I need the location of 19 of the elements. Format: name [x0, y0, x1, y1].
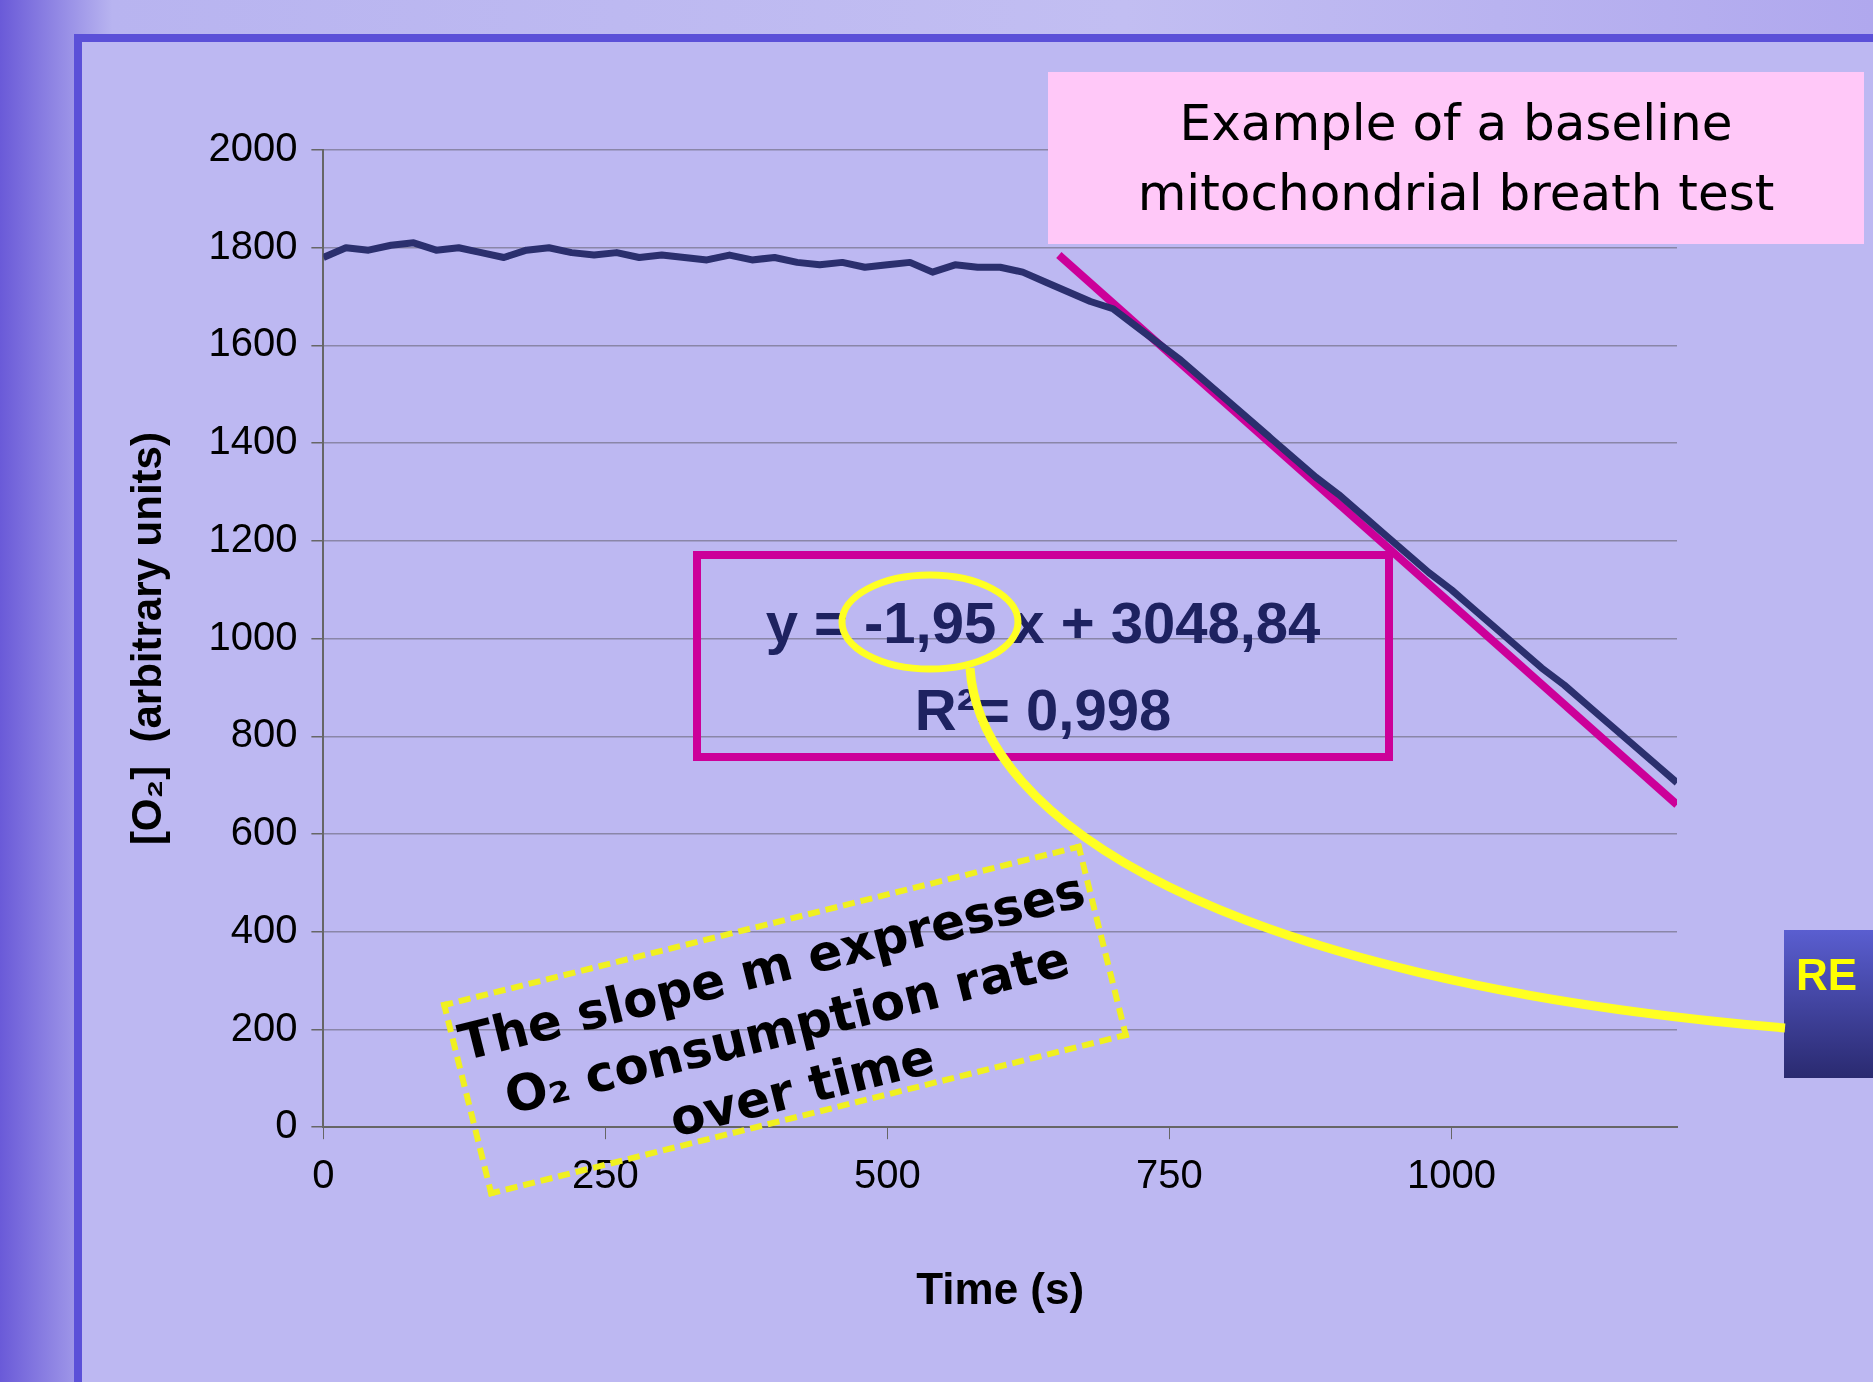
y-tick-label: 1800	[208, 222, 298, 267]
x-tick-label: 250	[572, 1152, 639, 1197]
y-tick-label: 0	[275, 1102, 298, 1147]
x-tick-label: 1000	[1406, 1152, 1496, 1197]
x-axis-title: Time (s)	[916, 1263, 1085, 1313]
x-tick-label: 750	[1136, 1152, 1203, 1197]
y-axis-title: [O₂] (arbitrary units)	[122, 432, 170, 846]
y-tick-label: 1600	[208, 320, 298, 365]
y-tick-label: 1400	[208, 418, 298, 463]
x-tick-label: 500	[854, 1152, 921, 1197]
y-tick-label: 2000	[208, 125, 298, 170]
y-tick-label: 200	[230, 1004, 298, 1049]
y-tick-label: 400	[230, 906, 298, 951]
text: RE	[1796, 950, 1858, 1000]
y-tick-label: 1200	[208, 515, 298, 560]
y-tick-label: 800	[230, 711, 298, 756]
y-tick-label: 600	[230, 809, 298, 854]
x-tick-label: 0	[312, 1152, 335, 1197]
y-tick-label: 1000	[208, 613, 298, 658]
